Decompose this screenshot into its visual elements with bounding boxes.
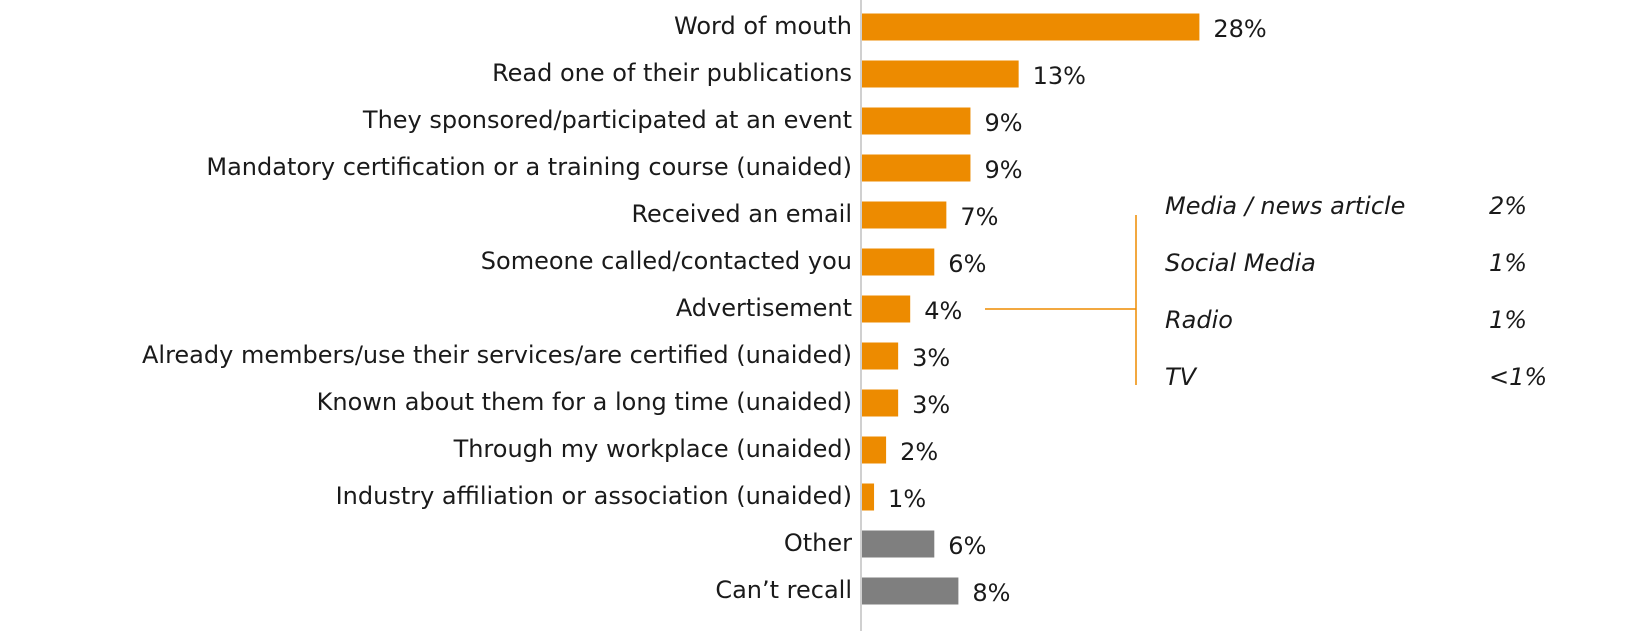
category-label: Someone called/contacted you [481, 247, 852, 275]
value-label: 3% [912, 344, 950, 372]
bar [862, 13, 1200, 41]
bar [862, 577, 959, 605]
bar [862, 248, 935, 276]
bar [862, 107, 971, 135]
breakdown-value: 2% [1489, 192, 1527, 220]
category-label: Through my workplace (unaided) [453, 435, 852, 463]
category-label: Advertisement [676, 294, 852, 322]
bar [862, 295, 911, 323]
category-label: Can’t recall [715, 576, 852, 604]
value-label: 4% [924, 297, 962, 325]
bar [862, 483, 875, 511]
value-label: 9% [984, 156, 1022, 184]
breakdown-label: Radio [1165, 306, 1233, 334]
category-label: They sponsored/participated at an event [362, 106, 852, 134]
value-label: 7% [960, 203, 998, 231]
category-label: Known about them for a long time (unaide… [317, 388, 852, 416]
category-label: Mandatory certification or a training co… [206, 153, 852, 181]
breakdown-value: 1% [1489, 306, 1527, 334]
bar [862, 201, 947, 229]
value-label: 9% [984, 109, 1022, 137]
category-label: Word of mouth [674, 12, 852, 40]
bar [862, 389, 899, 417]
bar [862, 60, 1019, 88]
category-label: Industry affiliation or association (una… [336, 482, 852, 510]
value-label: 1% [888, 485, 926, 513]
breakdown-value: 1% [1489, 249, 1527, 277]
category-label: Received an email [631, 200, 852, 228]
value-label: 28% [1213, 15, 1266, 43]
category-label: Other [784, 529, 852, 557]
bar [862, 154, 971, 182]
breakdown-label: TV [1165, 363, 1198, 391]
breakdown-label: Media / news article [1165, 192, 1405, 220]
breakdown-label: Social Media [1165, 249, 1316, 277]
bar [862, 436, 887, 464]
bar [862, 530, 935, 558]
breakdown-value: <1% [1489, 363, 1547, 391]
value-label: 6% [948, 250, 986, 278]
value-label: 8% [972, 579, 1010, 607]
bar [862, 342, 899, 370]
value-label: 13% [1033, 62, 1086, 90]
category-label: Read one of their publications [492, 59, 852, 87]
value-label: 3% [912, 391, 950, 419]
category-label: Already members/use their services/are c… [142, 341, 852, 369]
value-label: 2% [900, 438, 938, 466]
value-label: 6% [948, 532, 986, 560]
